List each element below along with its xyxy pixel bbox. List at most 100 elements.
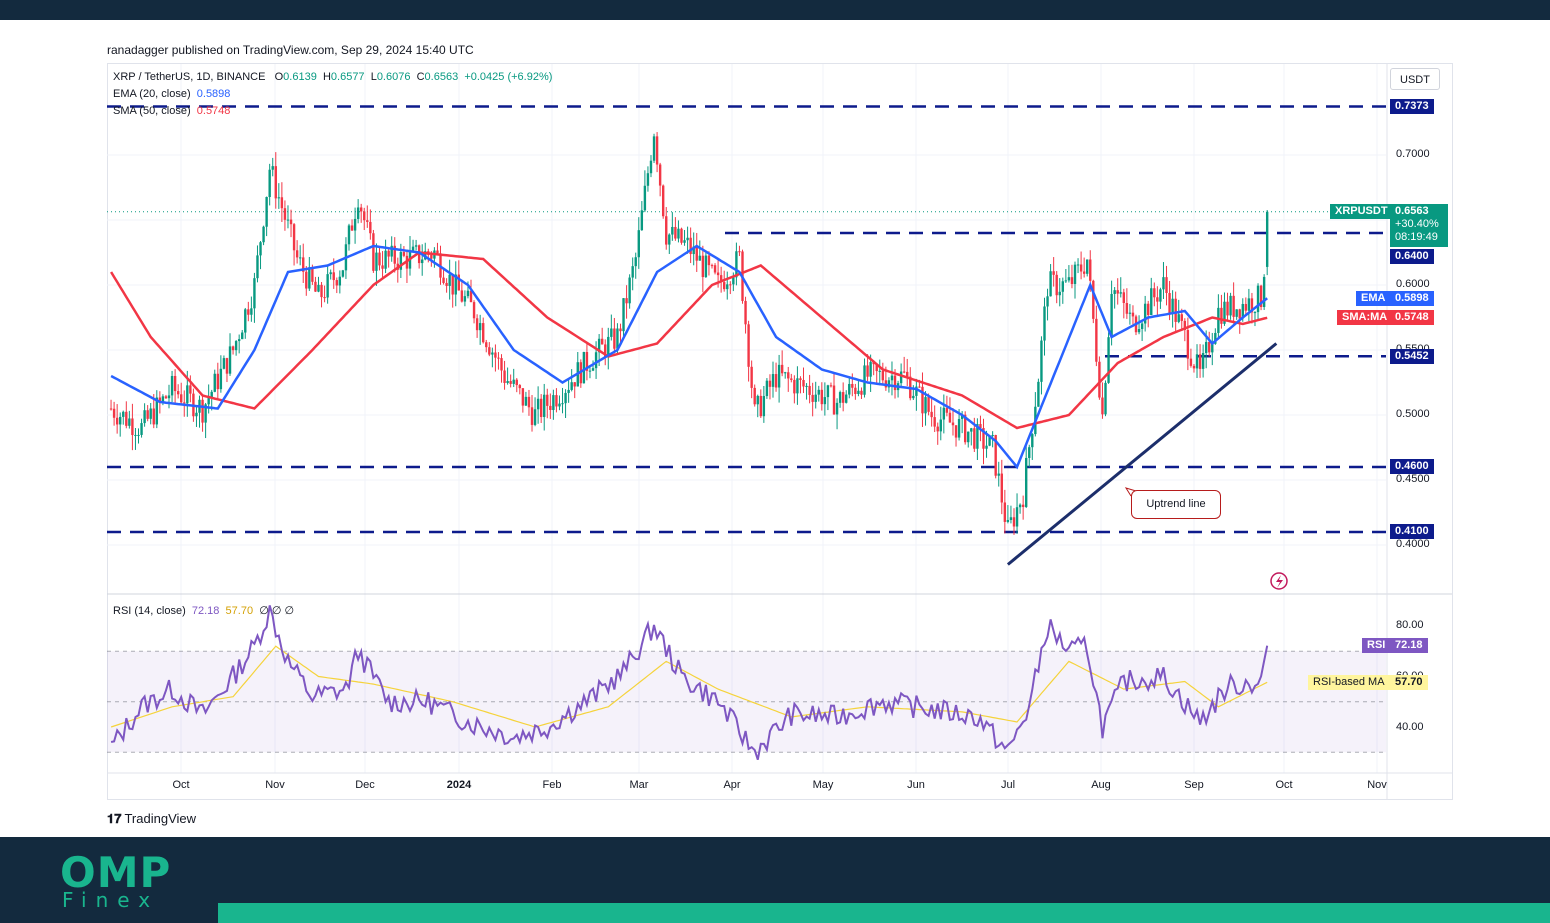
chart-frame[interactable] [107, 63, 1453, 800]
currency-button[interactable]: USDT [1390, 68, 1440, 90]
candle-body [485, 342, 488, 348]
candle-body [1119, 292, 1122, 294]
candle-body [1082, 271, 1086, 274]
x-axis-label: Oct [172, 779, 190, 791]
candle-body [732, 277, 735, 285]
rsi-axis-label: 80.00 [1396, 619, 1424, 631]
candle-body [979, 424, 982, 429]
x-axis-label: Nov [1367, 779, 1387, 791]
candle-body [219, 368, 223, 390]
candle-body [838, 392, 842, 403]
grid [107, 64, 1452, 799]
tradingview-logo-icon: 𝟏𝟕 [107, 811, 122, 826]
candle-body [399, 252, 403, 270]
candle-body [189, 385, 192, 394]
candle-body [225, 358, 229, 374]
candle-body [500, 358, 503, 371]
candle-body [607, 336, 610, 358]
candle-body [457, 274, 461, 291]
candle-body [302, 257, 305, 272]
candle-body [497, 357, 500, 359]
candle-body [195, 412, 198, 417]
candle-body [228, 346, 232, 374]
uptrend-line [1006, 342, 1278, 566]
candle-body [268, 169, 271, 198]
candle-body [753, 387, 756, 405]
candle-body [1122, 292, 1126, 303]
candle-body [210, 391, 213, 399]
candle-body [945, 407, 949, 413]
legend-open: 0.6139 [283, 71, 317, 83]
candle-body [1031, 434, 1034, 448]
candle-body [167, 395, 171, 399]
x-axis-label: Sep [1184, 779, 1204, 791]
candle-body [146, 410, 149, 419]
candle-body [180, 394, 183, 403]
candle-body [1064, 280, 1068, 282]
candle-body [893, 375, 897, 391]
legend-low-label: L [370, 71, 377, 83]
candle-body [295, 250, 299, 258]
candle-body [1024, 457, 1028, 507]
candle-body [112, 408, 116, 418]
legend-high-label: H [322, 71, 331, 83]
alert-icon [1270, 572, 1288, 590]
legend-sma-value: 0.5748 [196, 105, 231, 117]
candle-body [494, 352, 497, 358]
candle-body [509, 381, 512, 384]
candle-body [622, 298, 625, 332]
candle-body [305, 271, 308, 289]
legend-rsi-extra: ∅ ∅ ∅ [259, 605, 295, 617]
candle-body [845, 394, 848, 403]
candle-body [1015, 507, 1019, 527]
uptrend-line-callout[interactable]: Uptrend line [1131, 490, 1221, 519]
candle-body [359, 207, 363, 212]
candle-body [957, 418, 961, 438]
candle-body [448, 274, 451, 286]
candle-body [936, 426, 939, 432]
candle-body [356, 207, 360, 219]
candle-body [643, 185, 647, 211]
candle-body [262, 226, 265, 243]
candle-body [988, 435, 991, 446]
legend-rsi-row: RSI (14, close) 72.18 57.70 ∅ ∅ ∅ [113, 604, 294, 617]
x-axis-label: Mar [629, 779, 649, 791]
ema-tag-value: 0.5898 [1390, 291, 1434, 306]
candle-body [967, 431, 970, 443]
candle-body [250, 308, 253, 315]
candle-body [750, 366, 753, 388]
indicator-lines [110, 244, 1268, 470]
candle-body [119, 416, 122, 425]
candle-body [963, 414, 967, 443]
candle-body [1040, 340, 1043, 382]
rsi-ma-line [110, 645, 1268, 728]
candle-body [790, 378, 793, 380]
candle-body [1061, 281, 1065, 292]
candle-body [326, 274, 329, 298]
candle-body [1009, 517, 1013, 520]
rsi-lines [110, 605, 1269, 761]
candle-body [1226, 301, 1229, 316]
candle-body [521, 388, 525, 406]
candle-body [314, 281, 317, 292]
candle-body [430, 254, 433, 259]
rsi-tag-label: RSI [1362, 638, 1391, 653]
candle-body [201, 399, 204, 423]
current-change-pct: +30.40% [1395, 218, 1439, 230]
candle-body [552, 395, 555, 410]
candle-body [1046, 296, 1049, 307]
candle-body [616, 328, 619, 349]
candle-body [604, 344, 607, 358]
candle-body [1000, 473, 1003, 503]
candle-body [930, 411, 933, 418]
candle-body [787, 372, 790, 379]
tradingview-footer[interactable]: 𝟏𝟕 TradingView [107, 811, 196, 827]
candle-body [1086, 259, 1089, 274]
candle-body [1214, 332, 1217, 344]
legend-close-label: C [416, 71, 425, 83]
candle-body [829, 385, 833, 387]
legend-rsi-label: RSI (14, close) [113, 605, 186, 617]
candle-body [375, 252, 378, 271]
candle-body [1211, 343, 1214, 353]
